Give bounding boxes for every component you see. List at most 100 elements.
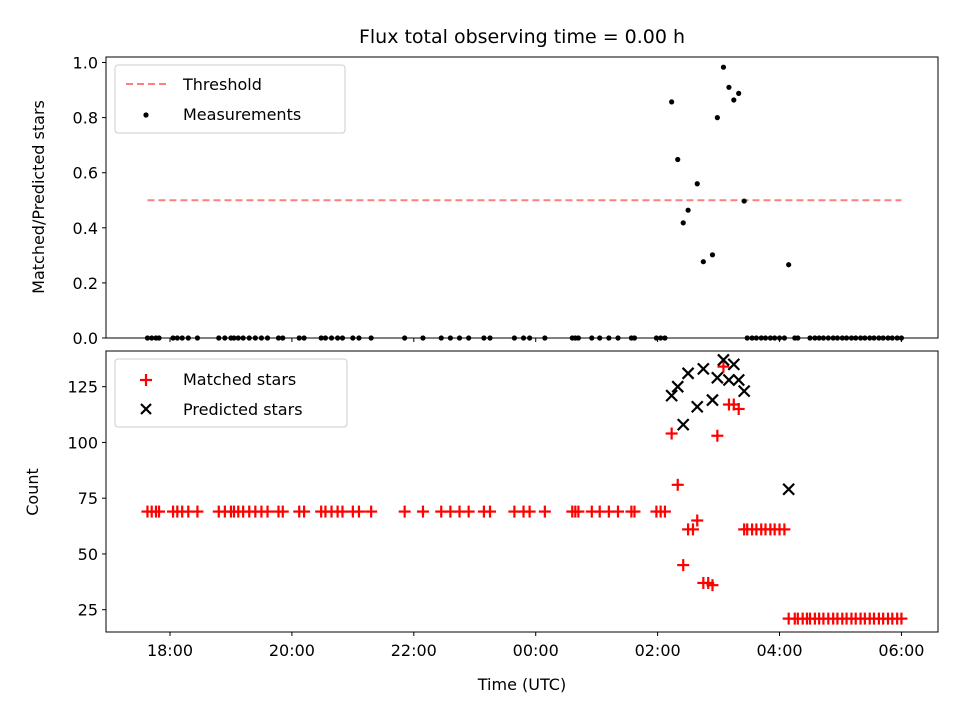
top-y-axis: 0.0 0.2 0.4 0.6 0.8 1.0 bbox=[73, 54, 106, 348]
measurements-legend-label: Measurements bbox=[183, 105, 301, 124]
matched-stars-point bbox=[665, 427, 678, 440]
bottom-xtick-label: 02:00 bbox=[635, 641, 681, 660]
bottom-xtick-label: 18:00 bbox=[147, 641, 193, 660]
measurements-point bbox=[714, 115, 720, 121]
top-ylabel: Matched/Predicted stars bbox=[29, 100, 48, 294]
bottom-ytick-label: 50 bbox=[78, 545, 98, 564]
bottom-legend-box bbox=[114, 358, 348, 428]
bottom-ytick-label: 25 bbox=[78, 601, 98, 620]
matched-stars-point bbox=[658, 505, 671, 518]
matched-stars-point bbox=[276, 505, 289, 518]
measurements-point bbox=[675, 156, 681, 163]
matched-stars-point bbox=[298, 505, 311, 518]
predicted-stars-point bbox=[706, 393, 719, 407]
bottom-xtick-label: 22:00 bbox=[391, 641, 437, 660]
matched-legend-swatch bbox=[140, 374, 152, 386]
predicted-stars-point bbox=[711, 371, 724, 385]
matched-stars-point bbox=[628, 505, 641, 518]
matched-stars-point bbox=[416, 505, 429, 518]
matched-stars-point bbox=[612, 505, 624, 518]
matched-stars-point bbox=[462, 505, 475, 518]
top-x-ticks bbox=[169, 338, 902, 342]
bottom-ytick-label: 125 bbox=[67, 378, 98, 397]
bottom-ylabel: Count bbox=[23, 468, 42, 516]
measurements-point bbox=[736, 90, 742, 96]
predicted-stars-point bbox=[717, 353, 730, 367]
bottom-x-axis: 18:00 20:00 22:00 00:00 02:00 04:00 06:00 bbox=[147, 632, 924, 660]
matched-legend-label: Matched stars bbox=[183, 370, 296, 389]
top-ytick-label: 0.2 bbox=[73, 274, 98, 293]
measurements-legend-swatch bbox=[143, 112, 149, 118]
predicted-stars-point bbox=[676, 418, 690, 431]
matched-stars-point bbox=[336, 505, 349, 518]
bottom-legend: Matched stars Predicted stars bbox=[114, 358, 348, 428]
matched-stars-point bbox=[523, 505, 536, 518]
bottom-xlabel: Time (UTC) bbox=[477, 675, 566, 694]
top-ytick-label: 0.8 bbox=[73, 109, 98, 128]
predicted-stars-series bbox=[665, 353, 795, 496]
top-legend: Threshold Measurements bbox=[114, 64, 346, 134]
predicted-legend-swatch bbox=[140, 403, 152, 415]
top-axes-frame bbox=[105, 56, 939, 339]
measurements-point bbox=[709, 252, 716, 258]
matched-stars-point bbox=[153, 505, 166, 518]
predicted-stars-point bbox=[732, 373, 745, 387]
predicted-stars-point bbox=[727, 358, 741, 371]
top-panel: 0.0 0.2 0.4 0.6 0.8 1.0 Matched/Predicted sta… bbox=[29, 54, 939, 348]
matched-stars-point bbox=[691, 514, 704, 527]
measurements-point bbox=[685, 207, 691, 213]
predicted-stars-point bbox=[722, 373, 736, 387]
matched-stars-point bbox=[572, 505, 585, 518]
matched-stars-point bbox=[895, 612, 908, 625]
bottom-xtick-label: 06:00 bbox=[878, 641, 924, 660]
predicted-stars-point bbox=[671, 380, 685, 393]
matched-stars-point bbox=[352, 505, 365, 518]
measurements-point bbox=[700, 259, 706, 265]
bottom-panel: 25 50 75 100 125 18:00 20:00 22:00 00:00 02:00 04… bbox=[23, 350, 939, 694]
matched-stars-point bbox=[365, 505, 378, 518]
bottom-plot-area bbox=[141, 353, 908, 625]
measurements-point bbox=[669, 99, 675, 105]
bottom-xtick-label: 00:00 bbox=[513, 641, 559, 660]
measurements-point bbox=[680, 220, 686, 226]
matched-stars-point bbox=[261, 505, 274, 518]
bottom-xtick-label: 20:00 bbox=[269, 641, 315, 660]
measurements-point bbox=[726, 84, 732, 90]
chart-title: Flux total observing time = 0.00 h bbox=[359, 26, 685, 48]
measurements-point bbox=[720, 64, 727, 70]
bottom-axes-frame bbox=[105, 350, 939, 633]
matched-stars-point bbox=[398, 505, 411, 518]
measurements-point bbox=[786, 262, 792, 268]
matched-stars-point bbox=[711, 429, 724, 442]
bottom-y-axis: 25 50 75 100 125 bbox=[67, 378, 106, 620]
predicted-stars-point bbox=[697, 362, 710, 376]
predicted-stars-point bbox=[665, 389, 678, 402]
predicted-stars-point bbox=[690, 400, 704, 414]
matched-stars-point bbox=[686, 523, 699, 536]
measurements-point bbox=[731, 97, 737, 103]
threshold-legend-label: Threshold bbox=[182, 75, 262, 94]
matched-stars-point bbox=[671, 478, 684, 491]
top-legend-box bbox=[114, 64, 346, 134]
matched-stars-point bbox=[677, 559, 690, 572]
bottom-ytick-label: 100 bbox=[67, 433, 98, 452]
top-ytick-label: 0.4 bbox=[73, 219, 98, 238]
matched-stars-point bbox=[538, 505, 551, 518]
matched-stars-point bbox=[484, 505, 496, 518]
matched-stars-series bbox=[141, 360, 908, 625]
top-ytick-label: 1.0 bbox=[73, 54, 98, 73]
predicted-legend-label: Predicted stars bbox=[183, 400, 303, 419]
matched-stars-point bbox=[732, 402, 745, 415]
matched-stars-point bbox=[706, 579, 719, 592]
measurements-point bbox=[741, 198, 747, 204]
predicted-stars-point bbox=[681, 367, 695, 380]
top-ytick-label: 0.6 bbox=[73, 164, 98, 183]
bottom-xtick-label: 04:00 bbox=[756, 641, 802, 660]
measurements-point bbox=[694, 181, 700, 187]
bottom-ytick-label: 75 bbox=[78, 489, 98, 508]
predicted-stars-point bbox=[737, 384, 751, 398]
matched-stars-point bbox=[191, 505, 204, 518]
predicted-stars-point bbox=[782, 482, 795, 496]
top-ytick-label: 0.0 bbox=[73, 329, 98, 348]
